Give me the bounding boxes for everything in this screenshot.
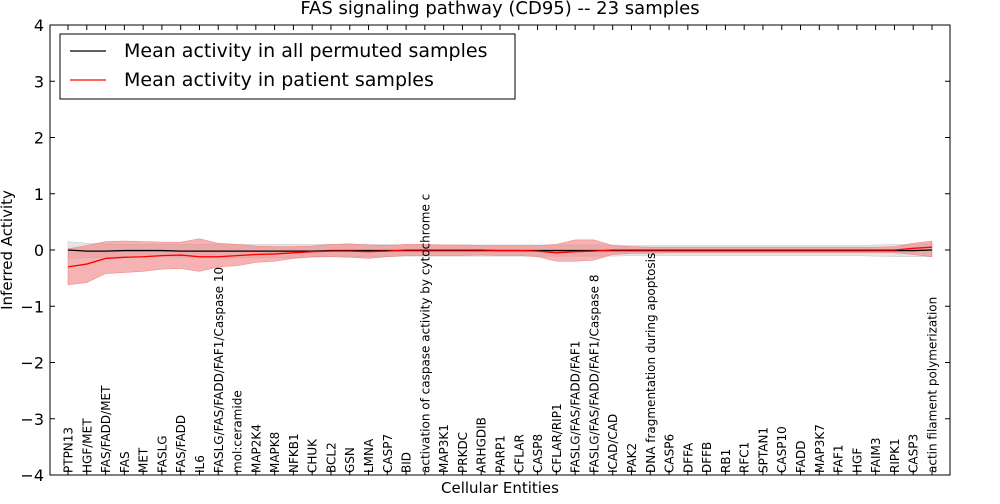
x-axis-label: Cellular Entities: [441, 479, 559, 497]
x-tick-label: NFKB1: [287, 433, 301, 473]
x-tick-label: PAK2: [625, 443, 639, 473]
x-tick-label: GSN: [343, 447, 357, 473]
x-tick-label: mol:ceramide: [231, 390, 245, 473]
y-tick-label: 0: [34, 241, 44, 260]
x-tick-label: FAS: [118, 451, 132, 473]
x-tick-label: MAP3K1: [437, 424, 451, 473]
x-tick-label: FASLG: [155, 435, 169, 473]
x-tick-label: CASP7: [381, 434, 395, 473]
y-tick-label: 1: [34, 185, 44, 204]
x-tick-label: CFLAR/RIP1: [550, 403, 564, 473]
x-tick-label: DNA fragmentation during apoptosis: [644, 253, 658, 473]
x-tick-label: CFLAR: [512, 434, 526, 473]
x-tick-label: FADD: [794, 441, 808, 474]
x-tick-label: PRKDC: [456, 432, 470, 473]
x-tick-label: FAIM3: [869, 437, 883, 473]
x-tick-label: BCL2: [324, 442, 338, 473]
x-tick-label: CASP10: [775, 426, 789, 473]
y-tick-label: 4: [34, 16, 44, 35]
legend-label-permuted: Mean activity in all permuted samples: [124, 40, 487, 62]
x-tick-label: LMNA: [362, 438, 376, 473]
legend-label-patient: Mean activity in patient samples: [124, 69, 434, 91]
x-tick-label: MAPK8: [268, 432, 282, 473]
x-tick-label: activation of caspase activity by cytoch…: [418, 194, 432, 473]
x-tick-label: PARP1: [494, 435, 508, 473]
y-tick-label: −2: [20, 354, 44, 373]
x-tick-label: HGF/MET: [80, 418, 94, 473]
x-tick-label: actin filament polymerization: [926, 297, 940, 473]
x-tick-label: FASLG/FAS/FADD/FAF1/Caspase 8: [587, 275, 601, 474]
x-tick-label: RFC1: [738, 442, 752, 473]
y-tick-label: −1: [20, 297, 44, 316]
x-tick-label: FASLG/FAS/FADD/FAF1: [569, 341, 583, 473]
x-tick-label: FAS/FADD: [174, 415, 188, 473]
series-line-patient: [67, 246, 933, 268]
x-tick-label: RIPK1: [888, 438, 902, 473]
x-tick-label: FAS/FADD/MET: [99, 385, 113, 473]
legend: Mean activity in all permuted samples Me…: [59, 33, 516, 100]
x-tick-label: BID: [400, 452, 414, 473]
legend-box: [59, 33, 516, 100]
x-tick-label: CHUK: [306, 438, 320, 473]
x-tick-label: PTPN13: [62, 427, 76, 473]
y-tick-label: 2: [34, 129, 44, 148]
x-tick-label: ICAD/CAD: [606, 414, 620, 473]
y-tick-label: −3: [20, 410, 44, 429]
chart-title: FAS signaling pathway (CD95) -- 23 sampl…: [300, 0, 699, 19]
x-tick-label: DFFB: [700, 442, 714, 473]
x-tick-label: FAF1: [832, 444, 846, 473]
x-tick-label: FASLG/FAS/FADD/FAF1/Caspase 10: [212, 267, 226, 473]
y-axis-label: Inferred Activity: [0, 190, 16, 310]
x-tick-label: CASP8: [531, 434, 545, 473]
x-tick-label: MAP2K4: [249, 424, 263, 473]
x-tick-label: CASP3: [907, 434, 921, 473]
x-tick-label: RB1: [719, 449, 733, 473]
x-tick-label: DFFA: [681, 442, 695, 473]
x-tick-label: MET: [137, 447, 151, 473]
x-tick-label: ARHGDIB: [475, 417, 489, 473]
y-tick-label: −4: [20, 466, 44, 485]
y-tick-label: 3: [34, 72, 44, 91]
x-tick-label: HGF: [850, 448, 864, 473]
x-tick-label: MAP3K7: [813, 424, 827, 473]
x-tick-label: SPTAN1: [756, 427, 770, 473]
x-tick-label: CASP6: [663, 434, 677, 473]
x-tick-label: IL6: [193, 455, 207, 473]
